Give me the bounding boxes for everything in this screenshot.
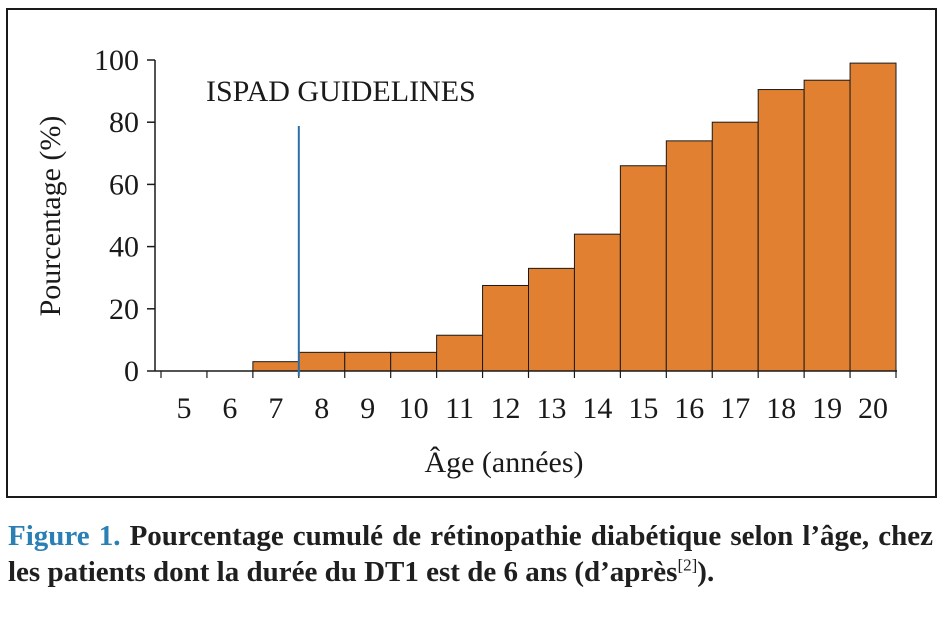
x-tick-label: 11 <box>445 392 474 425</box>
figure-label: Figure 1. <box>8 520 121 552</box>
bar-age-7 <box>252 361 300 372</box>
bar-age-16 <box>665 140 713 372</box>
bar-chart: 0 20 40 60 80 100 5 6 7 8 9 10 11 12 13 14 15 16 17 18 19 20… <box>34 44 897 479</box>
x-tick-label: 10 <box>399 392 429 425</box>
y-axis-label: Pourcentage (%) <box>34 116 67 317</box>
bar-age-17 <box>711 121 759 372</box>
bar-age-8 <box>298 351 346 372</box>
x-tick-label: 9 <box>360 392 375 425</box>
x-tick-label: 18 <box>766 392 796 425</box>
x-tick-label: 5 <box>176 392 191 425</box>
bar-age-13 <box>528 267 575 372</box>
ispad-guideline-label: ISPAD GUIDELINES <box>206 75 476 108</box>
bar-age-19 <box>803 79 851 372</box>
x-ticks: 5 6 7 8 9 10 11 12 13 14 15 16 17 18 19 20 <box>160 371 897 425</box>
bar-age-11 <box>436 334 484 372</box>
x-axis-label: Âge (années) <box>424 446 583 479</box>
y-tick-label: 20 <box>109 293 139 326</box>
bar-age-15 <box>619 165 667 372</box>
x-tick-label: 20 <box>858 392 888 425</box>
x-tick-label: 17 <box>720 392 750 425</box>
x-tick-label: 14 <box>582 392 612 425</box>
bar-age-12 <box>482 284 529 372</box>
bar-age-14 <box>573 233 621 372</box>
x-tick-label: 15 <box>628 392 658 425</box>
y-tick-label: 80 <box>109 106 139 139</box>
x-tick-label: 16 <box>674 392 704 425</box>
x-tick-label: 7 <box>268 392 283 425</box>
figure-caption: Figure 1. Pourcentage cumulé de rétinopa… <box>8 518 933 590</box>
bar-age-9 <box>344 351 392 372</box>
y-tick-label: 60 <box>109 168 139 201</box>
y-ticks: 0 20 40 60 80 100 <box>94 44 155 388</box>
y-tick-label: 40 <box>109 231 139 264</box>
reference-number: [2] <box>677 555 698 575</box>
chart-frame: 0 20 40 60 80 100 5 6 7 8 9 10 11 12 13 14 15 16 17 18 19 20… <box>6 8 937 498</box>
caption-text: Pourcentage cumulé de rétinopathie diabé… <box>8 520 934 588</box>
x-tick-label: 19 <box>812 392 842 425</box>
bar-age-18 <box>757 89 805 372</box>
x-tick-label: 8 <box>314 392 329 425</box>
bar-age-10 <box>390 351 438 372</box>
x-tick-label: 12 <box>491 392 521 425</box>
bars-group <box>252 62 897 372</box>
x-tick-label: 6 <box>222 392 237 425</box>
bar-age-20 <box>849 62 897 372</box>
y-tick-label: 100 <box>94 44 139 77</box>
caption-end: ). <box>697 556 715 588</box>
y-tick-label: 0 <box>124 355 139 388</box>
x-tick-label: 13 <box>536 392 566 425</box>
